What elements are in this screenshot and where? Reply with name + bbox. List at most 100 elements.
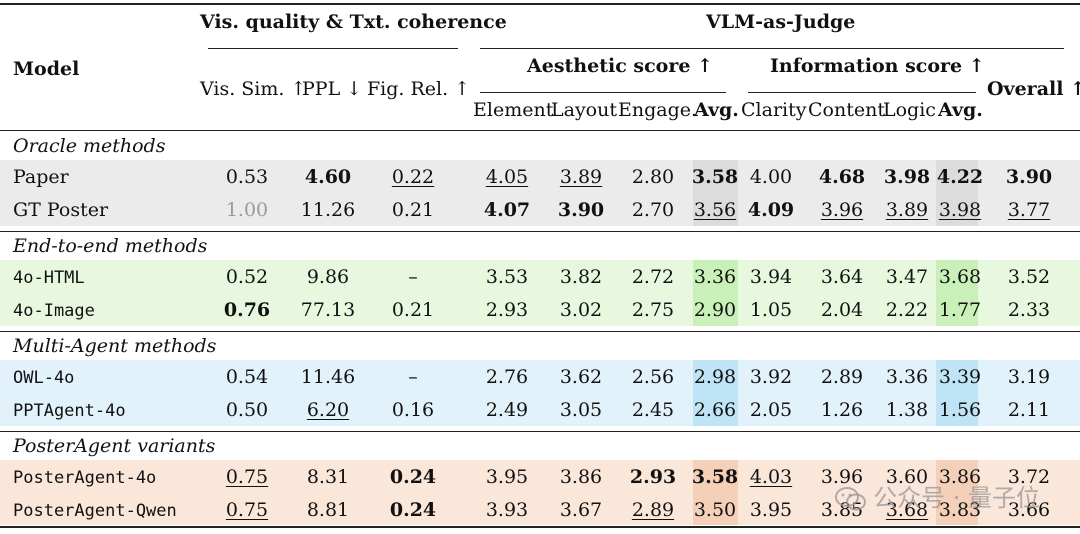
table-cell: 3.90 <box>557 199 605 221</box>
table-cell: 3.98 <box>883 166 931 188</box>
model-name: PosterAgent-Qwen <box>13 501 177 521</box>
table-cell: 2.66 <box>693 399 737 421</box>
table-cell: 3.72 <box>1007 466 1051 488</box>
header-layout: Layout <box>551 99 617 121</box>
table-cell: 3.60 <box>885 466 929 488</box>
table-cell: 3.93 <box>485 499 529 521</box>
table-cell: 3.89 <box>559 166 603 188</box>
watermark: 公众号 · 量子位 <box>835 478 1040 513</box>
section-rule <box>0 431 1080 432</box>
table-cell: 4.09 <box>747 199 795 221</box>
table-cell: 3.58 <box>691 466 739 488</box>
table-cell: 3.62 <box>559 366 603 388</box>
model-name: GT Poster <box>13 199 109 221</box>
table-cell: 3.90 <box>1005 166 1053 188</box>
model-name: 4o-Image <box>13 301 95 321</box>
table-cell: 0.52 <box>225 266 269 288</box>
model-name: PosterAgent-4o <box>13 468 157 488</box>
table-cell: 3.86 <box>938 466 982 488</box>
table-cell: 3.89 <box>885 199 929 221</box>
avg-column-band <box>936 260 978 326</box>
table-cell: 4.00 <box>749 166 793 188</box>
table-cell: 2.49 <box>485 399 529 421</box>
bottom-rule <box>0 526 1080 528</box>
header-group-vis-quality: Vis. quality & Txt. coherence <box>200 11 507 33</box>
table-cell: 1.77 <box>938 299 982 321</box>
top-rule <box>0 3 1080 5</box>
table-cell: 2.70 <box>631 199 675 221</box>
table-cell: 0.21 <box>391 199 435 221</box>
header-aesthetic-score: Aesthetic score ↑ <box>527 55 713 77</box>
table-cell: 3.95 <box>485 466 529 488</box>
table-cell: 2.93 <box>485 299 529 321</box>
avg-column-band <box>693 260 738 326</box>
model-name: 4o-HTML <box>13 268 85 288</box>
watermark-text: 公众号 · 量子位 <box>873 484 1040 512</box>
header-engage: Engage. <box>618 99 698 121</box>
section-title: PosterAgent variants <box>13 435 216 457</box>
table-cell: 0.50 <box>225 399 269 421</box>
table-cell: 4.07 <box>483 199 531 221</box>
section-band <box>0 460 1080 525</box>
table-cell: 9.86 <box>306 266 350 288</box>
table-cell: 3.86 <box>559 466 603 488</box>
header-model: Model <box>13 58 80 80</box>
header-information-avg: Avg. <box>938 99 983 121</box>
header-information-score: Information score ↑ <box>770 55 985 77</box>
table-cell: 77.13 <box>300 299 356 321</box>
avg-column-band <box>936 460 978 525</box>
table-cell: 3.96 <box>820 199 864 221</box>
table-cell: 2.75 <box>631 299 675 321</box>
avg-column-band <box>936 160 978 226</box>
table-cell: 1.00 <box>225 199 269 221</box>
table-cell: 3.19 <box>1007 366 1051 388</box>
header-bottom-rule <box>0 130 1080 131</box>
header-vis-sim: Vis. Sim. ↑ <box>200 78 307 100</box>
table-cell: 1.56 <box>938 399 982 421</box>
table-cell: 3.47 <box>885 266 929 288</box>
table-cell: 2.45 <box>631 399 675 421</box>
table-cell: 8.31 <box>306 466 350 488</box>
table-cell: – <box>408 366 418 388</box>
avg-column-band <box>936 360 978 426</box>
information-rule <box>748 92 976 93</box>
table-cell: 0.75 <box>225 499 269 521</box>
avg-column-band <box>693 360 738 426</box>
table-cell: 1.26 <box>820 399 864 421</box>
table-cell: 3.95 <box>749 499 793 521</box>
group1-rule <box>208 48 458 49</box>
table-cell: 2.90 <box>693 299 737 321</box>
table-cell: 0.24 <box>389 466 437 488</box>
header-overall: Overall ↑ <box>987 78 1080 100</box>
table-cell: 4.05 <box>485 166 529 188</box>
table-cell: 11.26 <box>300 199 356 221</box>
table-cell: 1.05 <box>749 299 793 321</box>
table-cell: 0.24 <box>389 499 437 521</box>
table-cell: 3.36 <box>693 266 737 288</box>
table-cell: 3.66 <box>1007 499 1051 521</box>
table-cell: 4.22 <box>936 166 984 188</box>
table-cell: 3.58 <box>691 166 739 188</box>
section-title: End-to-end methods <box>13 235 208 257</box>
avg-column-band <box>693 460 738 525</box>
table-cell: 3.02 <box>559 299 603 321</box>
table-cell: 0.53 <box>225 166 269 188</box>
table-cell: 2.76 <box>485 366 529 388</box>
table-cell: 0.76 <box>223 299 271 321</box>
table-cell: 2.11 <box>1007 399 1051 421</box>
table-cell: 6.20 <box>306 399 350 421</box>
table-cell: 3.05 <box>559 399 603 421</box>
table-cell: 2.72 <box>631 266 675 288</box>
table-cell: 3.77 <box>1007 199 1051 221</box>
section-band <box>0 260 1080 326</box>
wechat-icon <box>835 487 867 511</box>
header-fig-rel: Fig. Rel. ↑ <box>367 78 471 100</box>
table-cell: 3.67 <box>559 499 603 521</box>
table-cell: 2.04 <box>820 299 864 321</box>
section-band <box>0 160 1080 226</box>
model-name: Paper <box>13 166 69 188</box>
table-cell: 3.36 <box>885 366 929 388</box>
model-name: OWL-4o <box>13 368 75 388</box>
section-rule <box>0 231 1080 232</box>
table-cell: 3.50 <box>693 499 737 521</box>
